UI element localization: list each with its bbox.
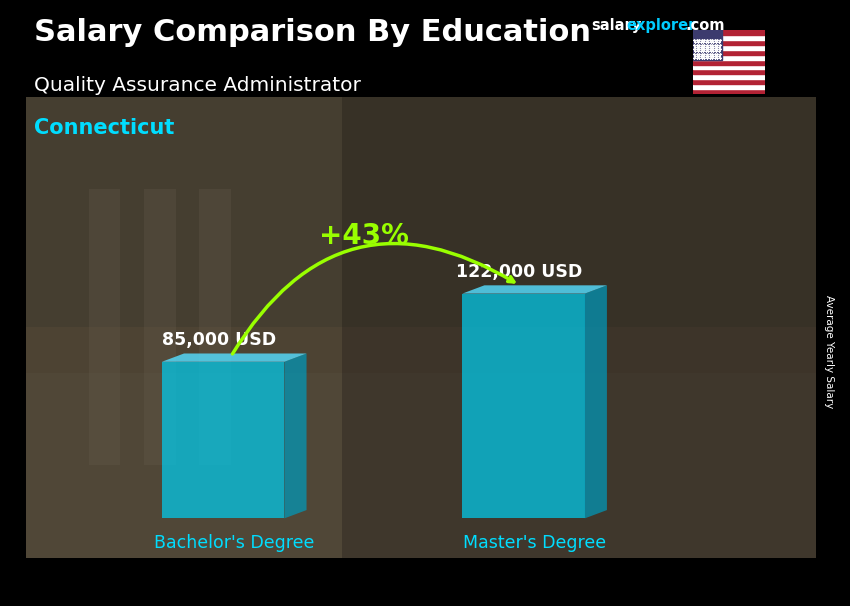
Polygon shape [462,294,585,518]
Text: Salary Comparison By Education: Salary Comparison By Education [34,18,591,47]
Bar [693,50,765,55]
Bar [693,35,765,40]
Bar [693,70,765,75]
Bar [693,40,765,45]
Text: Quality Assurance Administrator: Quality Assurance Administrator [34,76,361,95]
Bar [26,97,342,558]
Bar [693,30,722,59]
Bar [693,79,765,84]
Polygon shape [162,353,307,362]
Text: 85,000 USD: 85,000 USD [162,331,276,349]
Text: salary: salary [591,18,641,33]
Bar [693,59,765,65]
Bar [200,189,231,465]
Text: Average Yearly Salary: Average Yearly Salary [824,295,834,408]
Text: .com: .com [685,18,724,33]
Bar [693,45,765,50]
Polygon shape [585,285,607,518]
Bar [88,189,121,465]
Bar [144,189,176,465]
Text: +43%: +43% [319,222,408,250]
Bar [693,75,765,79]
Text: Bachelor's Degree: Bachelor's Degree [154,534,314,553]
Polygon shape [162,362,285,518]
Polygon shape [462,285,607,294]
Bar [693,30,765,35]
Text: explorer: explorer [626,18,696,33]
Polygon shape [285,353,307,518]
Bar [693,84,765,89]
Text: Master's Degree: Master's Degree [463,534,606,553]
Bar [693,55,765,59]
Text: Connecticut: Connecticut [34,118,174,138]
Bar [26,97,816,327]
Bar [342,97,816,558]
Bar [693,65,765,70]
Bar [693,89,765,94]
Bar [26,373,816,558]
Text: 122,000 USD: 122,000 USD [456,263,583,281]
